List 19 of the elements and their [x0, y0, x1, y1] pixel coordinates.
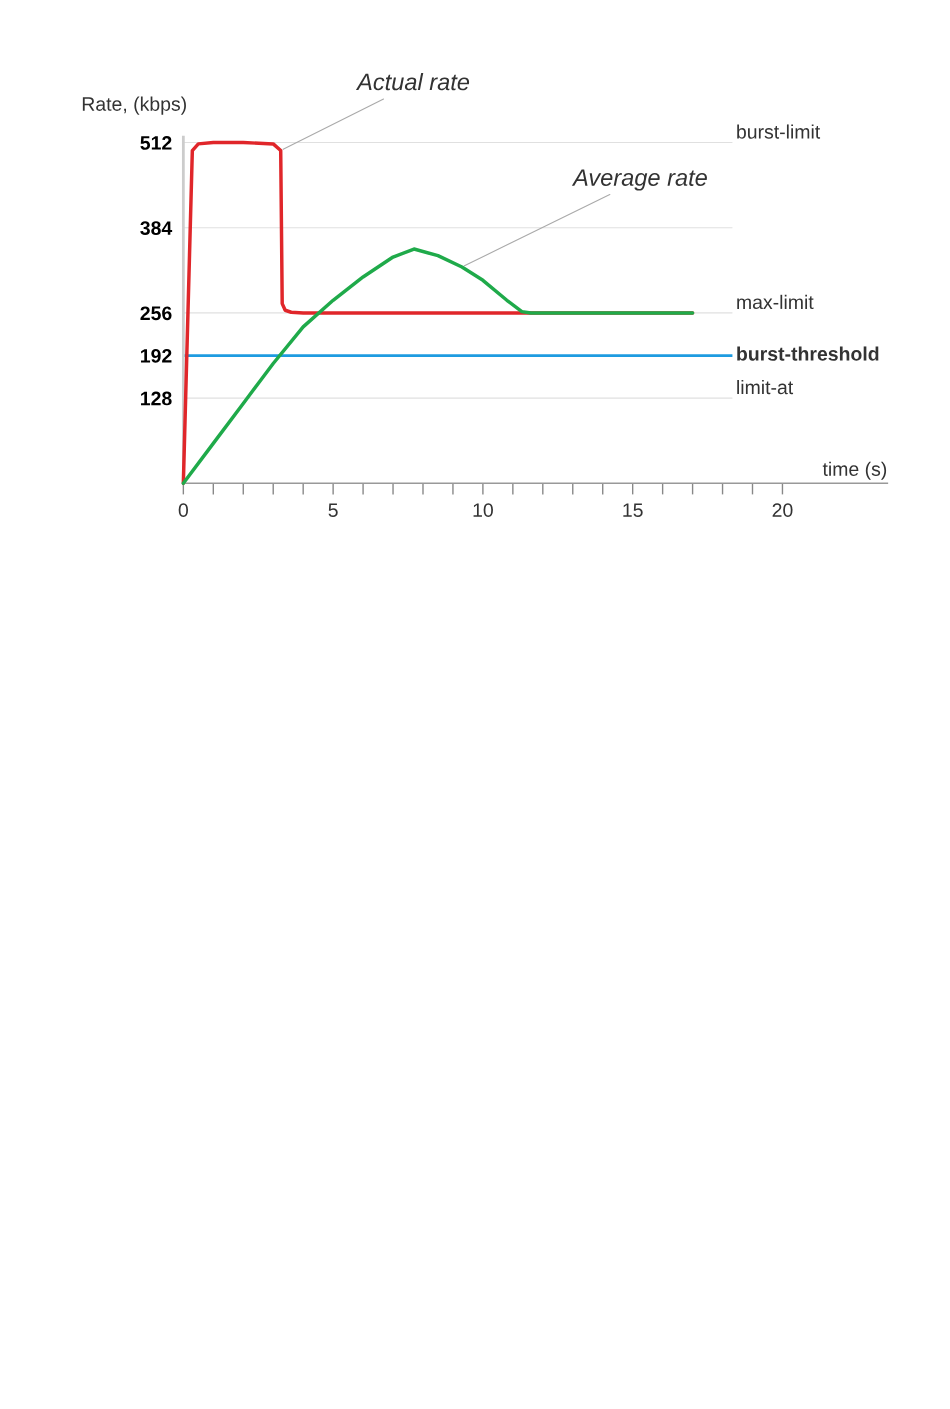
x-tick-label: 20 — [772, 503, 793, 518]
x-tick-label: 15 — [623, 503, 643, 518]
x-tick-label: 0 — [178, 503, 188, 518]
x-tick-label: 10 — [473, 503, 493, 518]
y-tick-label: 128 — [141, 391, 172, 406]
x-axis-title: time (s) — [822, 461, 887, 480]
y-tick-label: 256 — [140, 306, 172, 321]
annotation: Average rate — [571, 169, 707, 191]
x-tick-label: 5 — [328, 503, 338, 518]
ref-line-label: limit-at — [737, 379, 794, 395]
ref-line-label: burst-limit — [737, 124, 821, 139]
ref-line-label: burst-threshold — [737, 346, 879, 361]
y-axis-title: Rate, (kbps) — [82, 96, 186, 115]
line-series — [181, 247, 695, 486]
y-tick-label: 192 — [141, 348, 172, 363]
annotation: Actual rate — [355, 72, 470, 91]
ref-line-label: max-limit — [737, 294, 814, 310]
y-tick-label: 512 — [140, 136, 172, 150]
y-tick-label: 384 — [140, 221, 173, 236]
